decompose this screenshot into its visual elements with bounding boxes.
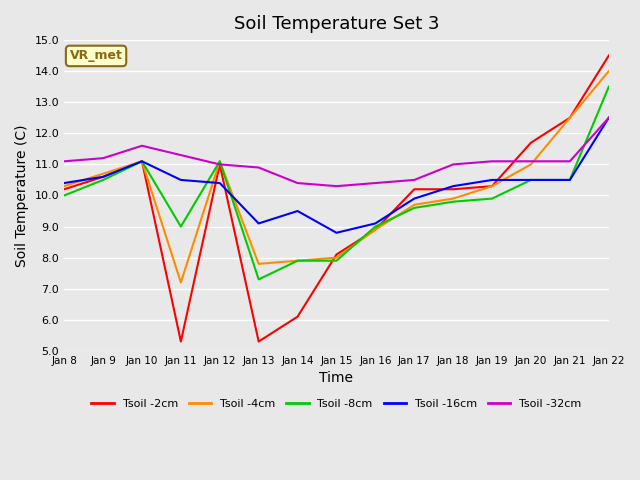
Text: VR_met: VR_met [70, 49, 122, 62]
Tsoil -8cm [60, 192, 68, 198]
Tsoil -4cm [449, 196, 457, 202]
Tsoil -16cm [216, 180, 223, 186]
Tsoil -2cm [138, 158, 146, 164]
Title: Soil Temperature Set 3: Soil Temperature Set 3 [234, 15, 439, 33]
Line: Tsoil -16cm: Tsoil -16cm [64, 118, 609, 233]
Tsoil -4cm [255, 261, 262, 267]
Line: Tsoil -8cm: Tsoil -8cm [64, 87, 609, 279]
Tsoil -8cm [527, 177, 535, 183]
Tsoil -32cm [138, 143, 146, 149]
Tsoil -16cm [177, 177, 185, 183]
Tsoil -8cm [488, 196, 496, 202]
Tsoil -4cm [410, 202, 418, 208]
Tsoil -32cm [605, 115, 612, 120]
Tsoil -32cm [177, 152, 185, 158]
Tsoil -2cm [371, 227, 379, 232]
Tsoil -16cm [410, 196, 418, 202]
Tsoil -2cm [488, 183, 496, 189]
Tsoil -8cm [138, 158, 146, 164]
Tsoil -8cm [333, 258, 340, 264]
Line: Tsoil -32cm: Tsoil -32cm [64, 118, 609, 186]
Tsoil -8cm [99, 177, 107, 183]
Tsoil -4cm [294, 258, 301, 264]
Tsoil -4cm [605, 68, 612, 74]
Tsoil -8cm [410, 205, 418, 211]
Tsoil -8cm [449, 199, 457, 204]
Tsoil -4cm [527, 162, 535, 168]
Legend: Tsoil -2cm, Tsoil -4cm, Tsoil -8cm, Tsoil -16cm, Tsoil -32cm: Tsoil -2cm, Tsoil -4cm, Tsoil -8cm, Tsoi… [87, 395, 586, 414]
Tsoil -4cm [138, 158, 146, 164]
Tsoil -16cm [449, 183, 457, 189]
Tsoil -2cm [333, 252, 340, 257]
Tsoil -4cm [177, 280, 185, 286]
Tsoil -4cm [566, 115, 573, 120]
Tsoil -16cm [605, 115, 612, 120]
Tsoil -2cm [605, 53, 612, 59]
Tsoil -32cm [216, 162, 223, 168]
Tsoil -32cm [410, 177, 418, 183]
Tsoil -8cm [177, 224, 185, 229]
Line: Tsoil -4cm: Tsoil -4cm [64, 71, 609, 283]
Tsoil -2cm [60, 186, 68, 192]
Tsoil -4cm [371, 227, 379, 232]
X-axis label: Time: Time [319, 371, 353, 385]
Tsoil -32cm [566, 158, 573, 164]
Tsoil -2cm [449, 186, 457, 192]
Tsoil -32cm [527, 158, 535, 164]
Tsoil -2cm [566, 115, 573, 120]
Tsoil -32cm [488, 158, 496, 164]
Tsoil -8cm [566, 177, 573, 183]
Tsoil -4cm [99, 171, 107, 177]
Tsoil -8cm [216, 158, 223, 164]
Tsoil -4cm [60, 183, 68, 189]
Y-axis label: Soil Temperature (C): Soil Temperature (C) [15, 124, 29, 267]
Tsoil -16cm [488, 177, 496, 183]
Tsoil -8cm [255, 276, 262, 282]
Tsoil -32cm [294, 180, 301, 186]
Tsoil -16cm [294, 208, 301, 214]
Tsoil -2cm [294, 314, 301, 320]
Tsoil -2cm [410, 186, 418, 192]
Tsoil -2cm [255, 339, 262, 345]
Tsoil -2cm [99, 174, 107, 180]
Tsoil -32cm [99, 156, 107, 161]
Tsoil -16cm [255, 221, 262, 227]
Tsoil -32cm [371, 180, 379, 186]
Tsoil -8cm [371, 224, 379, 229]
Tsoil -8cm [294, 258, 301, 264]
Tsoil -2cm [177, 339, 185, 345]
Tsoil -16cm [99, 174, 107, 180]
Tsoil -16cm [60, 180, 68, 186]
Tsoil -16cm [371, 221, 379, 227]
Tsoil -32cm [255, 165, 262, 170]
Tsoil -16cm [527, 177, 535, 183]
Tsoil -4cm [488, 183, 496, 189]
Tsoil -16cm [138, 158, 146, 164]
Tsoil -2cm [216, 162, 223, 168]
Tsoil -32cm [333, 183, 340, 189]
Tsoil -16cm [333, 230, 340, 236]
Line: Tsoil -2cm: Tsoil -2cm [64, 56, 609, 342]
Tsoil -32cm [60, 158, 68, 164]
Tsoil -16cm [566, 177, 573, 183]
Tsoil -2cm [527, 140, 535, 145]
Tsoil -4cm [333, 255, 340, 261]
Tsoil -32cm [449, 162, 457, 168]
Tsoil -8cm [605, 84, 612, 90]
Tsoil -4cm [216, 158, 223, 164]
